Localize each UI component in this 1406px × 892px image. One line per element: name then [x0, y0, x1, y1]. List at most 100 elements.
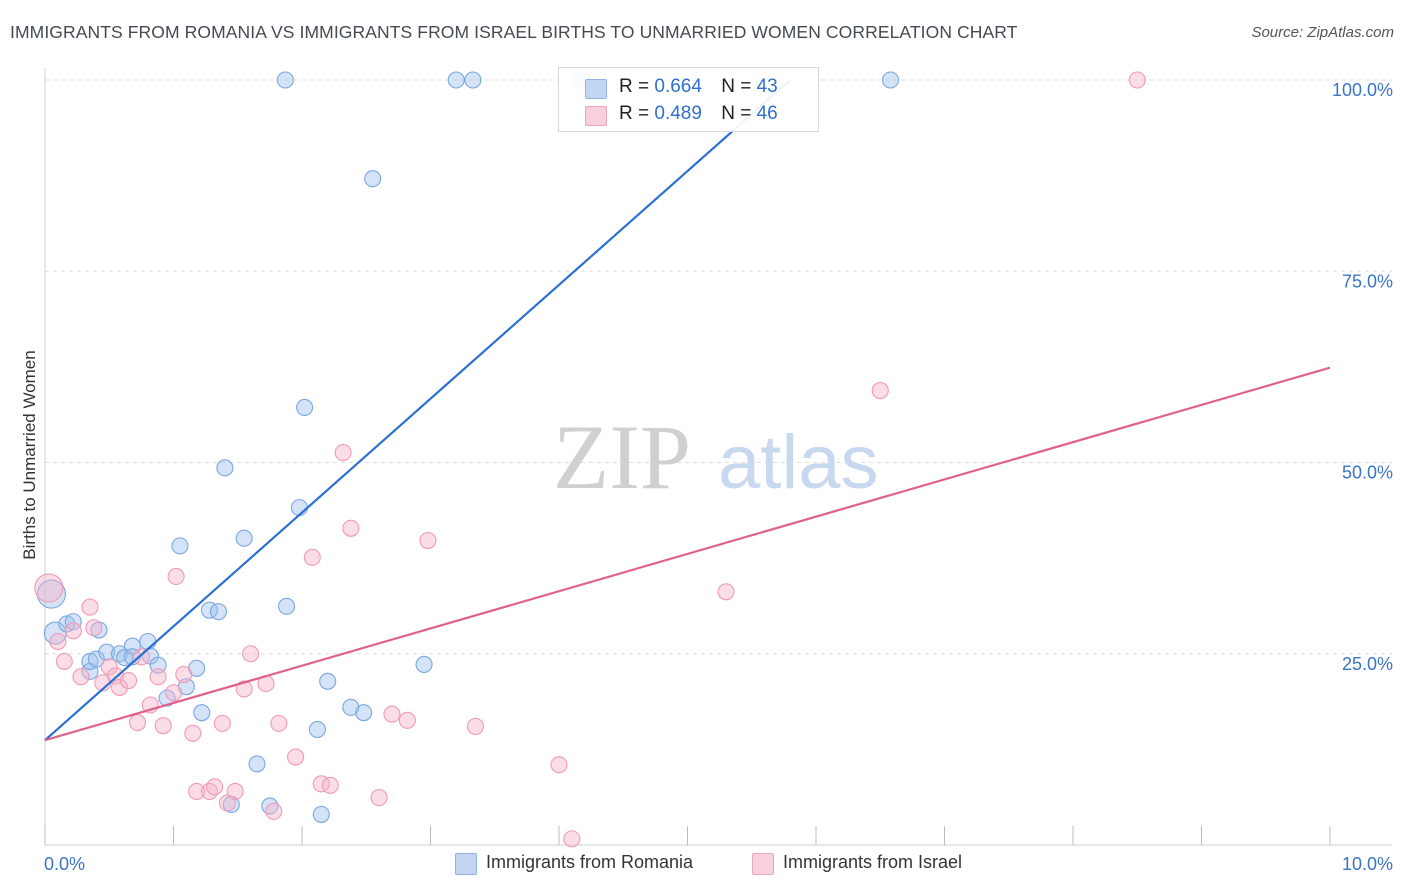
bottom-legend-israel: Immigrants from Israel — [783, 852, 963, 872]
romania-point — [415, 655, 433, 674]
romania-swatch — [585, 79, 607, 99]
israel-point — [72, 668, 90, 686]
romania-point — [464, 71, 482, 89]
israel-point — [119, 671, 138, 690]
israel-point — [334, 444, 352, 462]
chart-title: IMMIGRANTS FROM ROMANIA VS IMMIGRANTS FR… — [10, 22, 1018, 42]
romania-point — [308, 720, 326, 739]
romania-trend-line — [44, 79, 792, 742]
grid-lines — [45, 79, 1392, 655]
israel-point — [213, 714, 231, 732]
romania-n-label: N = — [721, 76, 757, 97]
romania-point — [248, 755, 266, 773]
israel-point — [563, 830, 581, 848]
israel-point — [871, 382, 889, 400]
israel-point — [55, 652, 73, 670]
romania-n-value: 43 — [756, 76, 778, 97]
israel-point — [100, 658, 118, 676]
romania-point — [87, 650, 105, 668]
israel-point — [717, 583, 735, 601]
romania-point — [290, 499, 308, 517]
israel-point — [200, 782, 219, 801]
israel-point — [188, 782, 206, 801]
israel-point — [370, 789, 388, 807]
israel-point — [270, 714, 288, 732]
bottom-legend-israel-swatch — [752, 853, 774, 875]
israel-point — [132, 648, 150, 666]
watermark-atlas: atlas — [718, 420, 879, 505]
romania-point — [364, 170, 382, 188]
israel-point — [342, 519, 360, 537]
romania-r-value: 0.664 — [654, 76, 702, 97]
israel-swatch — [585, 106, 607, 126]
tick-labels: 25.0% 50.0% 75.0% 100.0% 0.0% 10.0% — [44, 80, 1393, 874]
axes — [44, 68, 1392, 846]
israel-point — [64, 622, 82, 640]
romania-point — [312, 805, 330, 823]
romania-point — [64, 613, 82, 631]
israel-point — [321, 776, 339, 794]
bottom-legend-romania: Immigrants from Romania — [486, 852, 694, 872]
x-tick-label: 10.0% — [1342, 854, 1393, 874]
romania-point — [58, 615, 76, 633]
romania-point — [276, 71, 294, 89]
romania-point — [43, 621, 67, 645]
israel-point — [184, 724, 202, 742]
israel-point — [128, 714, 147, 732]
y-tick-label: 75.0% — [1342, 271, 1393, 291]
israel-point — [175, 665, 193, 683]
israel-point — [419, 531, 437, 550]
israel-point — [1128, 71, 1146, 89]
israel-point — [206, 778, 224, 796]
israel-point — [110, 678, 129, 696]
romania-point — [278, 597, 296, 615]
correlation-legend: R = 0.664 N = 43 R = 0.489 N = 46 — [558, 67, 819, 132]
x-tick-label: 0.0% — [44, 854, 85, 874]
israel-point — [167, 567, 185, 586]
y-tick-label: 100.0% — [1332, 80, 1393, 100]
romania-point — [296, 398, 314, 416]
y-tick-label: 50.0% — [1342, 463, 1393, 483]
trend-lines — [44, 79, 1331, 742]
israel-n-label: N = — [721, 103, 757, 124]
israel-point — [85, 619, 103, 637]
israel-point — [303, 548, 321, 566]
israel-point — [466, 717, 485, 735]
israel-point — [34, 573, 64, 603]
israel-point — [81, 598, 99, 616]
israel-point — [550, 756, 568, 774]
israel-point — [265, 802, 283, 820]
israel-point — [49, 632, 67, 651]
romania-point — [319, 672, 337, 690]
romania-point — [139, 632, 157, 651]
israel-r-label: R = — [619, 103, 655, 124]
romania-point — [342, 698, 360, 716]
israel-point — [164, 684, 183, 702]
romania-point — [98, 643, 116, 661]
israel-point — [154, 717, 172, 735]
romania-point — [209, 603, 228, 621]
israel-point — [226, 782, 244, 801]
legend-row-israel: R = 0.489 N = 46 — [585, 103, 778, 126]
israel-point — [235, 680, 253, 698]
source-credit: Source: ZipAtlas.com — [1251, 24, 1394, 41]
romania-point — [355, 704, 373, 722]
israel-point — [149, 668, 167, 686]
israel-n-value: 46 — [756, 103, 778, 124]
watermark-zip: ZIP — [553, 406, 691, 508]
israel-r-value: 0.489 — [654, 103, 702, 124]
romania-point — [81, 652, 99, 670]
romania-point — [193, 704, 211, 722]
romania-point — [447, 71, 465, 89]
y-tick-label: 25.0% — [1342, 654, 1393, 674]
legend-row-romania: R = 0.664 N = 43 — [585, 76, 778, 99]
romania-point — [235, 529, 253, 547]
israel-trend-line — [44, 366, 1331, 742]
romania-point — [881, 71, 900, 89]
romania-point — [216, 459, 234, 477]
israel-point — [383, 705, 401, 723]
israel-point — [242, 645, 260, 663]
israel-point — [287, 748, 305, 766]
romania-r-label: R = — [619, 76, 655, 97]
